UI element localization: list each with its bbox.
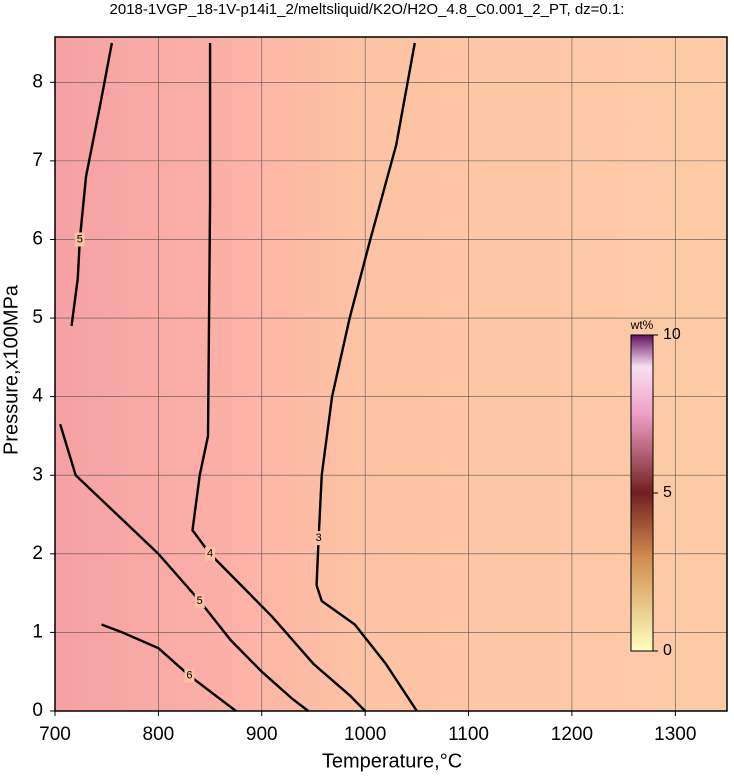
y-tick-label: 2 <box>32 543 43 564</box>
x-tick-label: 900 <box>246 724 278 745</box>
contour-label: 4 <box>207 548 213 560</box>
y-axis-label: Pressure,x100MPa <box>0 284 22 455</box>
contour-line <box>101 623 237 712</box>
plot-layer: 3 4 5 6 5 <box>54 37 727 712</box>
contour-label: 6 <box>186 670 192 682</box>
y-tick-label: 5 <box>32 307 43 328</box>
contour-label-bg <box>205 546 216 561</box>
colorbar-tick-label: 0 <box>663 642 672 659</box>
x-tick-label: 1000 <box>344 724 386 745</box>
contour-label-bg <box>74 232 85 247</box>
y-tick-label: 8 <box>32 71 43 92</box>
x-tick-label: 1300 <box>654 724 696 745</box>
contour-label-bg <box>313 531 324 546</box>
x-tick-label: 700 <box>39 724 71 745</box>
contour-label: 5 <box>77 233 83 245</box>
x-tick-label: 1200 <box>551 724 593 745</box>
y-tick-label: 1 <box>32 621 43 642</box>
y-tick-label: 7 <box>32 150 43 171</box>
x-tick-label: 1100 <box>448 724 489 745</box>
colorbar-tick-label: 10 <box>663 326 681 343</box>
contour-label-bg <box>184 668 195 683</box>
contour-label: 3 <box>316 532 322 544</box>
contour-label: 5 <box>197 595 203 607</box>
contour-line <box>70 42 114 327</box>
contour-line <box>191 43 367 712</box>
y-tick-label: 3 <box>32 464 43 485</box>
colorbar <box>630 334 654 652</box>
contour-label-bg <box>194 593 205 608</box>
x-axis-label: Temperature,°C <box>322 750 462 772</box>
y-tick-label: 4 <box>32 386 43 407</box>
y-tick-label: 0 <box>32 700 43 721</box>
plot-frame <box>54 36 728 712</box>
x-tick-label: 800 <box>143 724 175 745</box>
colorbar-tick-label: 5 <box>663 484 672 501</box>
y-tick-label: 6 <box>32 228 43 249</box>
chart-title: 2018-1VGP_18-1V-p14i1_2/meltsliquid/K2O/… <box>110 1 625 18</box>
plot-area <box>55 37 727 711</box>
colorbar-label: wt% <box>630 318 654 332</box>
